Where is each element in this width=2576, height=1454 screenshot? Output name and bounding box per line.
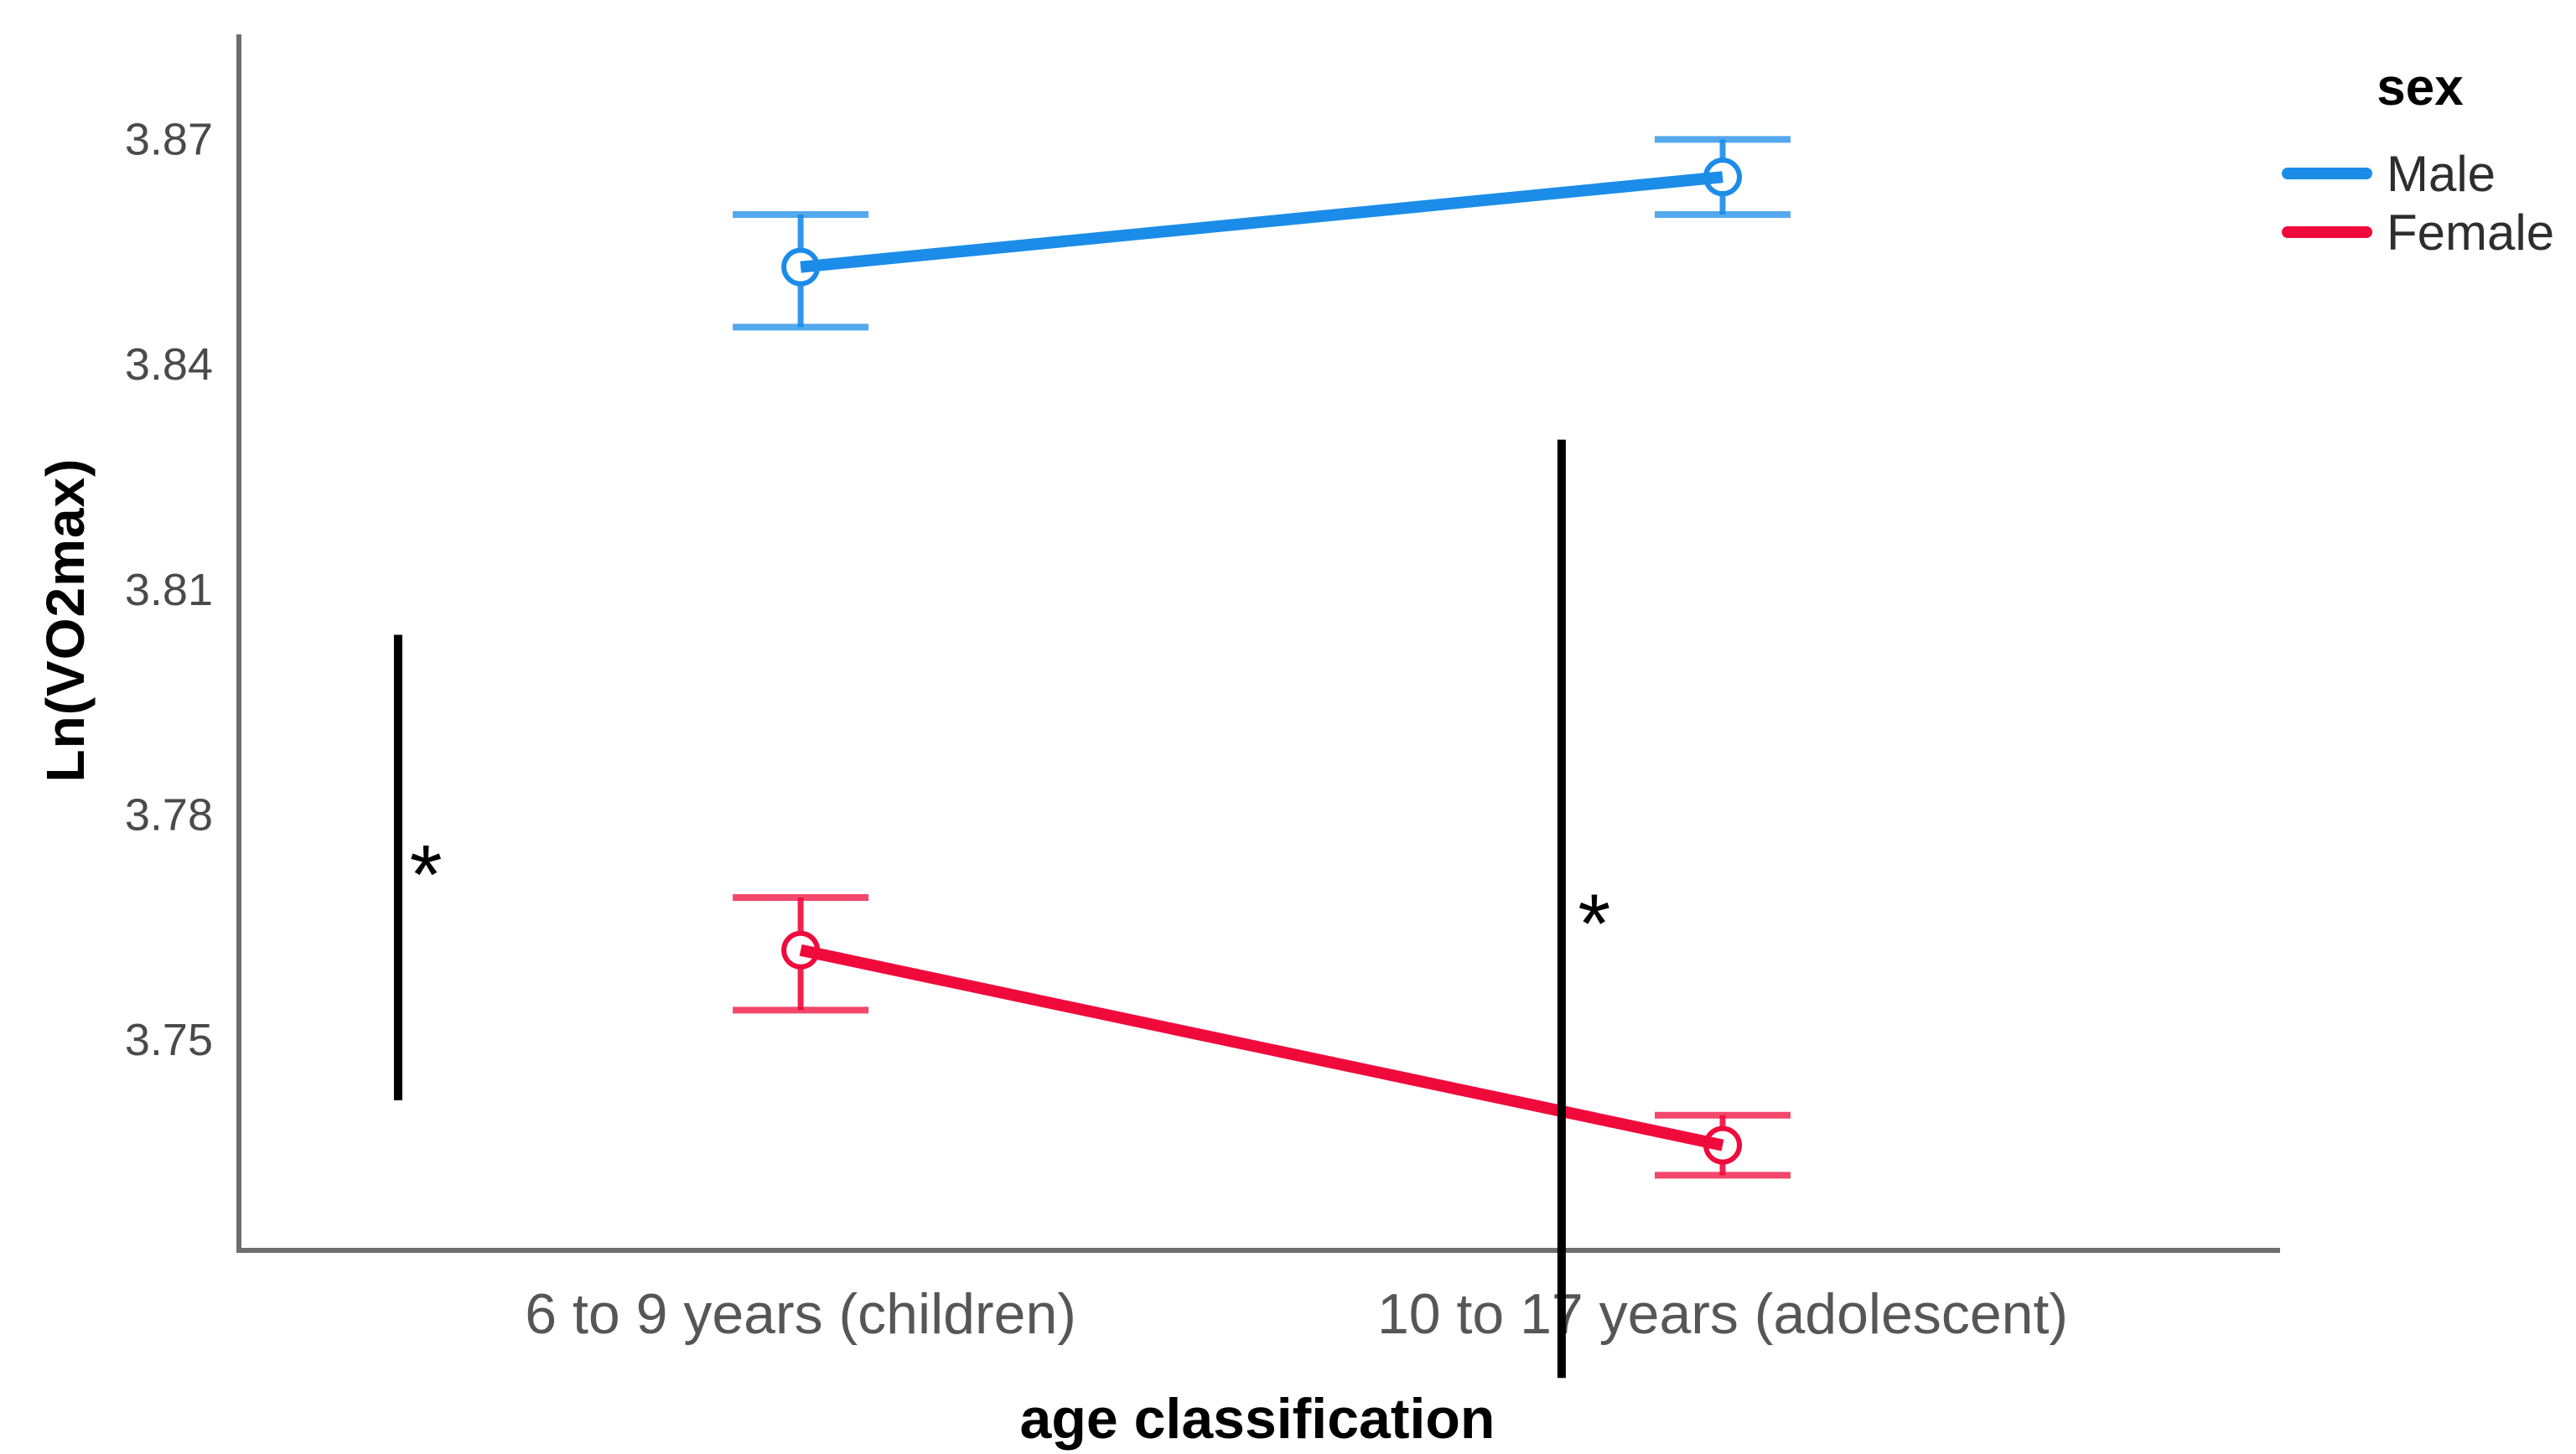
legend-item-label: Male <box>2387 145 2496 202</box>
x-axis-title: age classification <box>1019 1387 1495 1451</box>
legend-title: sex <box>2376 59 2464 116</box>
x-category-label: 10 to 17 years (adolescent) <box>1377 1282 2068 1346</box>
male-legend-swatch <box>2282 168 2372 179</box>
y-axis-title: Ln(VO2max) <box>35 458 96 783</box>
female-legend-swatch <box>2282 226 2372 238</box>
y-tick-label: 3.87 <box>125 114 213 164</box>
x-category-label: 6 to 9 years (children) <box>525 1282 1076 1346</box>
legend-item-male: Male <box>2282 144 2558 203</box>
significance-asterisk: * <box>1578 877 1610 970</box>
y-tick-label: 3.84 <box>125 339 213 390</box>
y-tick-label: 3.75 <box>125 1015 213 1065</box>
male-series-line <box>800 171 1723 273</box>
legend-item-label: Female <box>2387 204 2555 261</box>
legend: sex Male Female <box>2282 59 2558 261</box>
female-series-line <box>799 944 1724 1151</box>
significance-asterisk: * <box>410 828 443 922</box>
y-tick-label: 3.78 <box>125 790 213 841</box>
legend-item-female: Female <box>2282 203 2558 261</box>
legend-items: Male Female <box>2282 144 2558 261</box>
y-tick-label: 3.81 <box>125 565 213 615</box>
